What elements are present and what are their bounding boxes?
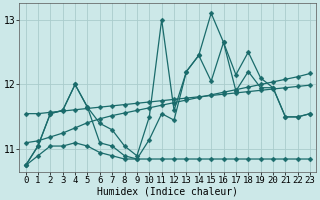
X-axis label: Humidex (Indice chaleur): Humidex (Indice chaleur) xyxy=(97,187,238,197)
